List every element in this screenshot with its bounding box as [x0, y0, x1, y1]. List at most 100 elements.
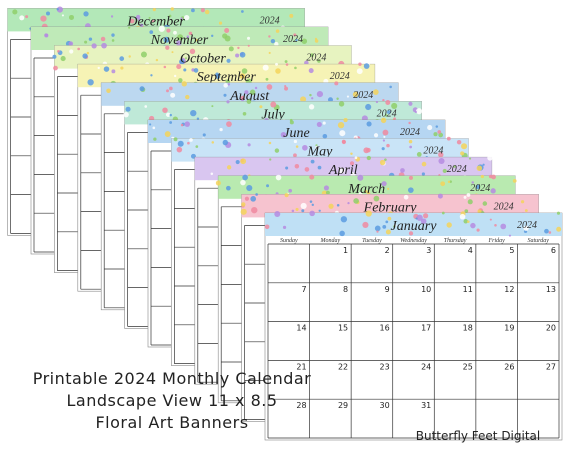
flower	[77, 47, 80, 51]
flower	[170, 92, 176, 98]
flower	[487, 155, 493, 161]
flower	[184, 14, 190, 21]
flower	[523, 225, 529, 231]
flower	[407, 187, 414, 194]
flower	[211, 105, 214, 108]
flower	[416, 214, 423, 221]
flower	[165, 45, 170, 50]
flower	[336, 97, 339, 100]
year: 2024	[447, 164, 467, 175]
flower	[482, 201, 488, 206]
weekday: Wednesday	[400, 238, 427, 244]
flower	[365, 103, 372, 111]
flower	[275, 174, 282, 181]
flower	[446, 136, 451, 141]
floral-banner	[77, 64, 375, 88]
flower	[468, 157, 472, 160]
flower	[181, 81, 187, 87]
flower	[280, 132, 287, 138]
flower	[379, 159, 386, 166]
flower	[60, 56, 66, 62]
flower	[251, 206, 258, 214]
flower	[151, 20, 155, 23]
flower	[293, 139, 297, 144]
flower	[464, 209, 469, 213]
flower	[110, 15, 114, 18]
flower	[265, 77, 269, 81]
flower	[111, 39, 115, 42]
flower	[322, 121, 326, 125]
flower	[176, 64, 182, 70]
flower	[52, 54, 57, 59]
flower	[226, 58, 231, 63]
weekday: Thursday	[444, 238, 467, 244]
flower	[520, 200, 525, 204]
flower	[314, 39, 319, 43]
flower	[152, 7, 156, 12]
flower	[240, 208, 247, 215]
flower	[153, 137, 157, 141]
flower	[155, 58, 159, 62]
flower	[162, 107, 168, 113]
flower	[416, 152, 422, 157]
flower	[170, 7, 175, 11]
flower	[57, 49, 60, 53]
flower	[317, 59, 321, 63]
flower	[477, 209, 482, 214]
flower	[358, 62, 362, 66]
month-name: May	[306, 145, 333, 160]
flower	[239, 73, 246, 79]
flower	[215, 74, 221, 80]
flower	[180, 123, 184, 127]
flower	[149, 30, 154, 34]
flower	[191, 8, 195, 13]
flower	[242, 174, 248, 181]
flower	[184, 57, 188, 60]
day-number: 3	[426, 246, 431, 255]
flower	[183, 68, 187, 72]
day-number: 31	[421, 401, 431, 410]
flower	[68, 41, 74, 46]
page-sheet	[264, 212, 563, 441]
flower	[226, 185, 231, 191]
flower	[166, 89, 169, 93]
flower	[408, 101, 413, 106]
day-number: 20	[546, 324, 556, 333]
day-number: 26	[504, 362, 514, 371]
flower	[382, 139, 386, 142]
flower	[228, 46, 234, 52]
flower	[512, 178, 517, 183]
flower	[476, 228, 480, 232]
flower	[381, 181, 387, 187]
flower	[101, 42, 107, 49]
flower	[385, 229, 391, 235]
flower	[382, 224, 387, 229]
flower	[391, 102, 398, 109]
flower	[340, 216, 348, 223]
flower	[173, 137, 178, 142]
day-number: 7	[301, 285, 306, 294]
flower	[374, 225, 381, 232]
flower	[382, 98, 385, 102]
flower	[438, 132, 444, 138]
flower	[393, 223, 397, 227]
flower	[211, 141, 215, 144]
flower	[241, 10, 244, 13]
flower	[188, 31, 193, 36]
flower	[53, 65, 58, 71]
month-name: June	[283, 126, 309, 141]
flower	[317, 165, 322, 170]
day-number: 27	[546, 362, 556, 371]
flower	[226, 121, 232, 128]
year: 2024	[517, 220, 537, 231]
flower	[294, 66, 297, 70]
flower	[185, 94, 190, 100]
day-number: 4	[468, 246, 473, 255]
flower	[268, 51, 271, 55]
flower	[420, 218, 427, 224]
flower	[456, 139, 462, 145]
flower	[240, 158, 247, 165]
month-name: April	[328, 163, 358, 178]
flower	[56, 6, 63, 13]
